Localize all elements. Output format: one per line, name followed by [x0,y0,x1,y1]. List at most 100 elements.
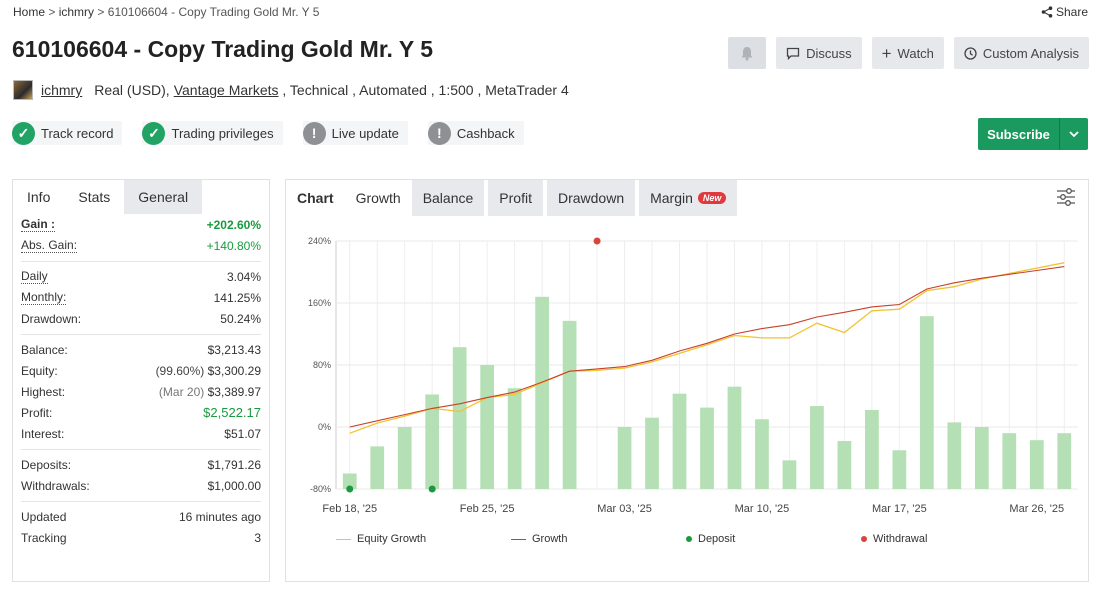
avatar[interactable] [13,80,33,100]
breadcrumb-current: 610106604 - Copy Trading Gold Mr. Y 5 [107,5,320,19]
account-meta: ichmry Real (USD), Vantage Markets , Tec… [13,80,569,100]
tab-info[interactable]: Info [13,180,65,214]
legend-withdrawal[interactable]: Withdrawal [861,533,1036,545]
subscribe-dropdown[interactable] [1059,118,1088,150]
clock-icon [964,46,977,60]
breadcrumb-home[interactable]: Home [13,5,46,19]
badge-track-record[interactable]: ✓ Track record [12,121,123,145]
badge-live-update[interactable]: ! Live update [302,121,408,145]
stat-monthly: Monthly: 141.25% [21,287,261,308]
stat-value: $2,522.17 [203,405,261,420]
share-label: Share [1055,5,1088,19]
legend-label: Equity Growth [357,533,427,545]
stats-panel: Info Stats General Gain : +202.60% Abs. … [12,179,270,582]
stats-tabs: Info Stats General [13,180,269,214]
divider [21,501,261,502]
stat-label[interactable]: Gain : [21,216,56,232]
bar [535,296,549,489]
stat-abs-gain: Abs. Gain: +140.80% [21,235,261,256]
tab-profit[interactable]: Profit [488,180,543,216]
legend-label: Deposit [698,533,736,545]
chevron-down-icon [1069,130,1079,137]
x-tick-label: Mar 26, '25 [1009,503,1064,515]
bar [865,409,879,489]
legend-dot [861,536,867,542]
stat-value: 3.04% [226,269,261,284]
chart-tabs: Chart Growth Balance Profit Drawdown Mar… [286,180,1088,216]
badge-cashback[interactable]: ! Cashback [427,121,524,145]
series-line-growth [349,266,1065,428]
breadcrumb-user[interactable]: ichmry [58,5,95,19]
y-tick-label: 80% [313,360,331,370]
stat-balance: Balance: $3,213.43 [21,339,261,360]
badge-label: Trading privileges [171,125,274,141]
stat-tracking: Tracking 3 [21,527,261,548]
tab-stats[interactable]: Stats [64,180,125,214]
badge-trading-privileges[interactable]: ✓ Trading privileges [142,121,283,145]
stat-label: Drawdown: [21,311,82,326]
chart-legend: Equity Growth Growth Deposit Withdrawal [336,533,1036,545]
x-tick-label: Mar 10, '25 [735,503,790,515]
check-icon: ✓ [142,121,166,145]
series-line-equity-growth [349,262,1065,434]
growth-chart: 240% 160% 80% 0% -80% Feb 18, '25 Feb 25, '25 M… [308,236,1078,515]
bar [974,427,989,489]
stat-equity-pct: (99.60%) [155,363,205,378]
bar [782,460,797,489]
bar [425,394,440,489]
tab-drawdown[interactable]: Drawdown [546,180,636,216]
stat-label: Deposits: [21,457,72,472]
tab-chart[interactable]: Chart [297,190,334,206]
tab-margin-label: Margin [650,190,693,206]
stat-value: $3,300.29 [207,363,261,378]
bar [919,316,934,489]
exclamation-icon: ! [302,121,326,145]
stat-value: 141.25% [213,290,261,305]
bar [452,347,467,489]
bar [1029,440,1044,489]
stat-value: 3 [254,530,261,545]
bar [672,393,687,489]
badge-label: Track record [41,125,114,141]
tab-growth[interactable]: Growth [344,180,412,216]
stats-list: Gain : +202.60% Abs. Gain: +140.80% Dail… [13,214,269,548]
stat-label[interactable]: Daily [21,268,48,284]
tab-general[interactable]: General [124,180,203,214]
meta-broker-link[interactable]: Vantage Markets [173,82,279,98]
bar [727,386,742,489]
chart-settings-icon[interactable] [1056,188,1076,206]
bar [562,320,577,489]
stat-label: Balance: [21,342,68,357]
stat-value: +202.60% [206,217,261,232]
discuss-button[interactable]: Discuss [776,37,862,69]
notify-button[interactable] [728,37,767,69]
legend-growth[interactable]: Growth [511,533,686,545]
exclamation-icon: ! [427,121,451,145]
y-tick-label: 240% [308,236,331,246]
bar [480,365,495,489]
tab-balance[interactable]: Balance [411,180,485,216]
legend-deposit[interactable]: Deposit [686,533,861,545]
stat-label[interactable]: Monthly: [21,289,67,305]
meta-user-link[interactable]: ichmry [41,82,83,98]
legend-label: Growth [532,533,568,545]
check-icon: ✓ [12,121,35,145]
stat-updated: Updated 16 minutes ago [21,506,261,527]
stat-equity: Equity: (99.60%) $3,300.29 [21,360,261,381]
bar [397,427,412,489]
stat-value: $3,389.97 [207,384,261,399]
legend-equity-growth[interactable]: Equity Growth [336,533,511,545]
stat-withdrawals: Withdrawals: $1,000.00 [21,475,261,496]
share-button[interactable]: Share [1041,5,1088,19]
custom-analysis-button[interactable]: Custom Analysis [953,37,1089,69]
stat-value: 50.24% [220,311,261,326]
withdrawal-marker [593,237,601,245]
watch-button[interactable]: + Watch [871,37,944,69]
subscribe-button[interactable]: Subscribe [987,126,1050,142]
divider [21,261,261,262]
stat-label[interactable]: Abs. Gain: [21,237,78,253]
comment-icon [786,47,800,60]
stat-highest: Highest: (Mar 20) $3,389.97 [21,381,261,402]
breadcrumb-sep-2: > [97,5,105,19]
tab-margin[interactable]: Margin New [639,180,738,216]
